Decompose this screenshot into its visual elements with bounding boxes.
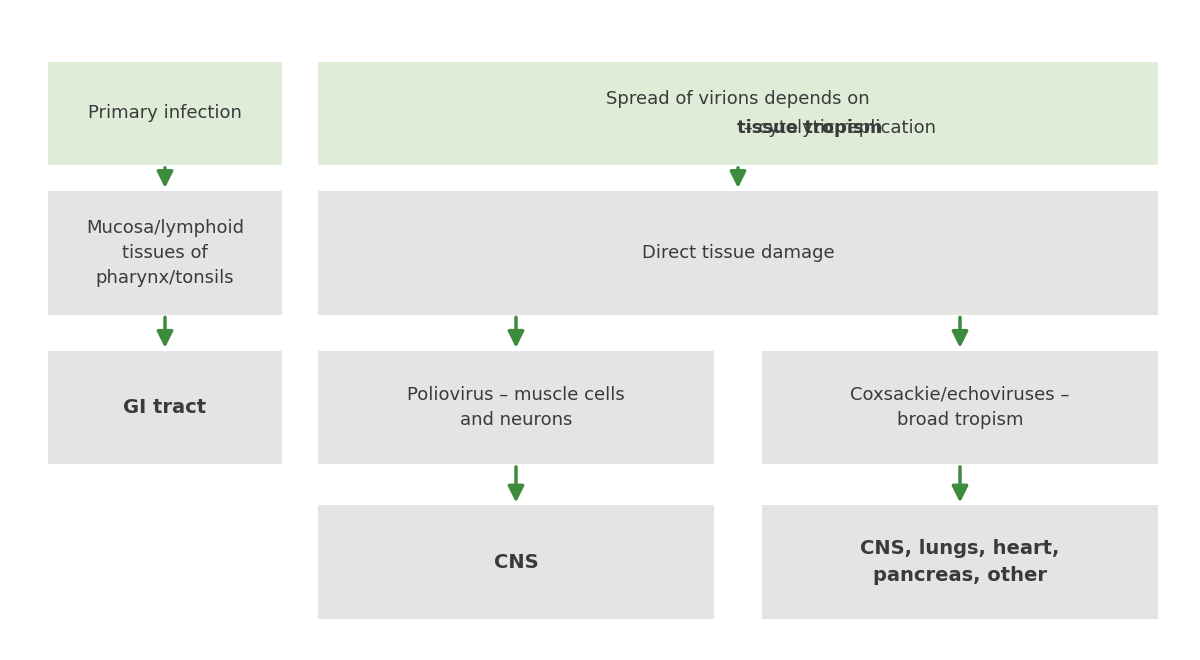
Text: CNS: CNS	[493, 552, 539, 572]
Text: Poliovirus – muscle cells
and neurons: Poliovirus – muscle cells and neurons	[407, 386, 625, 429]
Text: Coxsackie/echoviruses –
broad tropism: Coxsackie/echoviruses – broad tropism	[851, 386, 1069, 429]
Text: CNS, lungs, heart,
pancreas, other: CNS, lungs, heart, pancreas, other	[860, 539, 1060, 585]
FancyBboxPatch shape	[318, 191, 1158, 315]
Text: Mucosa/lymphoid
tissues of
pharynx/tonsils: Mucosa/lymphoid tissues of pharynx/tonsi…	[86, 218, 244, 286]
Text: tissue tropism: tissue tropism	[737, 119, 882, 137]
FancyBboxPatch shape	[318, 506, 714, 619]
FancyBboxPatch shape	[48, 62, 282, 165]
FancyBboxPatch shape	[318, 62, 1158, 165]
FancyBboxPatch shape	[762, 350, 1158, 464]
Text: Direct tissue damage: Direct tissue damage	[642, 244, 834, 261]
FancyBboxPatch shape	[48, 191, 282, 315]
FancyBboxPatch shape	[762, 506, 1158, 619]
FancyBboxPatch shape	[318, 350, 714, 464]
Text: GI tract: GI tract	[124, 398, 206, 417]
Text: Primary infection: Primary infection	[88, 104, 242, 123]
Text: – cytolytic replication: – cytolytic replication	[738, 119, 936, 137]
Text: Spread of virions depends on: Spread of virions depends on	[606, 90, 870, 108]
FancyBboxPatch shape	[48, 350, 282, 464]
